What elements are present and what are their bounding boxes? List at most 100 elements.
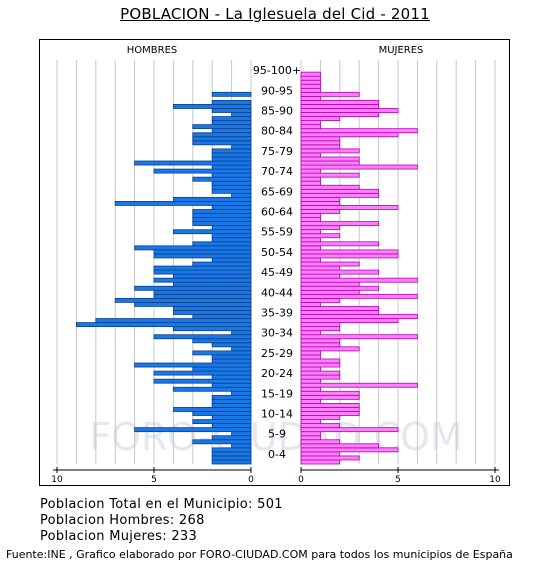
- bar-mujeres: [300, 200, 341, 206]
- bar-hombres: [192, 261, 252, 267]
- bar-mujeres: [300, 407, 360, 412]
- bar-hombres: [211, 156, 252, 162]
- bar-hombres: [172, 281, 252, 287]
- bar-hombres: [211, 354, 252, 360]
- bar-mujeres: [300, 241, 379, 247]
- group-label-mujeres: MUJERES: [379, 45, 424, 56]
- stat-women-population: Poblacion Mujeres: 233: [40, 529, 198, 544]
- bar-mujeres: [300, 172, 360, 178]
- age-group-label: 5-9: [268, 428, 286, 441]
- bar-hombres: [192, 132, 252, 138]
- bar-hombres: [231, 144, 252, 150]
- bar-hombres: [114, 200, 252, 206]
- bar-hombres: [211, 402, 252, 408]
- bar-mujeres: [300, 253, 399, 259]
- bar-mujeres: [300, 289, 360, 295]
- bar-hombres: [211, 435, 252, 441]
- bar-mujeres: [300, 188, 379, 194]
- bar-mujeres: [300, 229, 321, 235]
- bar-mujeres: [300, 314, 418, 319]
- bar-hombres: [211, 459, 252, 465]
- age-group-label: 75-79: [261, 145, 293, 158]
- bar-hombres: [134, 245, 252, 251]
- bar-hombres: [211, 225, 252, 231]
- bar-mujeres: [300, 87, 321, 93]
- bar-mujeres: [300, 427, 399, 433]
- x-tick-label: 10: [489, 475, 501, 485]
- bar-hombres: [192, 213, 252, 218]
- x-axis: 10 5 0 0 5 10: [51, 467, 501, 485]
- bar-hombres: [153, 378, 252, 384]
- bar-mujeres: [300, 116, 341, 121]
- bars: [76, 71, 418, 465]
- bar-mujeres: [300, 140, 341, 146]
- bar-hombres: [153, 265, 252, 271]
- bar-mujeres: [300, 419, 321, 424]
- grid: [56, 60, 496, 464]
- bar-hombres: [211, 100, 252, 105]
- bar-hombres: [211, 237, 252, 243]
- labels: HOMBRES MUJERES 0-4 5-9 10-14 15-19 20-24 25-…: [127, 45, 424, 461]
- bar-hombres: [211, 164, 252, 170]
- bar-mujeres: [300, 358, 341, 364]
- bar-mujeres: [300, 350, 321, 356]
- bar-hombres: [211, 91, 252, 97]
- bar-mujeres: [300, 95, 321, 101]
- watermark: FORO-CIUDAD.COM: [89, 415, 463, 459]
- bar-hombres: [231, 112, 252, 117]
- population-pyramid: FORO-CIUDAD.COM HOMBRES MUJERES 0-4 5-9 10…: [51, 45, 501, 485]
- bar-hombres: [231, 346, 252, 352]
- x-tick-label: 0: [248, 475, 254, 485]
- bar-mujeres: [300, 104, 379, 109]
- age-group-label: 10-14: [261, 408, 293, 421]
- group-label-hombres: HOMBRES: [127, 45, 178, 56]
- bar-mujeres: [300, 192, 379, 198]
- bar-mujeres: [300, 342, 341, 348]
- bar-mujeres: [300, 447, 399, 453]
- bar-mujeres: [300, 100, 379, 105]
- bar-hombres: [153, 269, 252, 275]
- bar-mujeres: [300, 225, 341, 231]
- x-tick-label: 5: [395, 475, 401, 485]
- bar-hombres: [114, 297, 252, 303]
- bar-hombres: [192, 338, 252, 344]
- bar-hombres: [211, 205, 252, 210]
- bar-mujeres: [300, 71, 321, 77]
- bar-mujeres: [300, 128, 418, 134]
- bar-mujeres: [300, 112, 379, 117]
- chart-title: POBLACION - La Iglesuela del Cid - 2011: [120, 5, 430, 23]
- bar-mujeres: [300, 176, 321, 182]
- bar-hombres: [211, 148, 252, 154]
- bar-mujeres: [300, 120, 321, 126]
- bar-hombres: [172, 386, 252, 392]
- bar-hombres: [231, 431, 252, 437]
- age-group-label: 40-44: [261, 286, 293, 299]
- bar-mujeres: [300, 390, 360, 396]
- bar-mujeres: [300, 233, 341, 239]
- bar-mujeres: [300, 297, 341, 303]
- bar-mujeres: [300, 160, 360, 166]
- bar-hombres: [211, 233, 252, 239]
- bar-mujeres: [300, 362, 341, 368]
- stat-men-population: Poblacion Hombres: 268: [40, 513, 205, 528]
- age-group-label: 0-4: [268, 448, 286, 461]
- bar-mujeres: [300, 378, 321, 384]
- bar-hombres: [192, 419, 252, 424]
- bar-mujeres: [300, 213, 321, 218]
- bar-mujeres: [300, 265, 341, 271]
- bar-mujeres: [300, 144, 341, 150]
- bar-mujeres: [300, 277, 418, 283]
- bar-mujeres: [300, 354, 321, 360]
- bar-hombres: [172, 229, 252, 235]
- bar-mujeres: [300, 459, 341, 465]
- bar-mujeres: [300, 148, 360, 154]
- age-group-label: 70-74: [261, 165, 293, 178]
- bar-hombres: [211, 108, 252, 113]
- bar-mujeres: [300, 310, 379, 315]
- bar-hombres: [192, 241, 252, 247]
- bar-mujeres: [300, 164, 418, 170]
- bar-mujeres: [300, 168, 321, 174]
- bar-hombres: [134, 362, 252, 368]
- bar-mujeres: [300, 196, 341, 202]
- bar-hombres: [231, 390, 252, 396]
